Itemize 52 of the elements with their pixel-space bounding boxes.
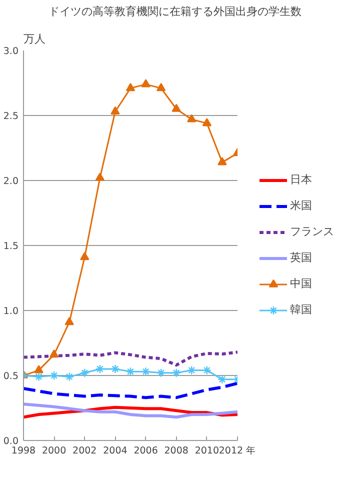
point bbox=[218, 374, 227, 384]
point bbox=[110, 364, 120, 374]
point bbox=[49, 370, 59, 380]
point bbox=[187, 365, 196, 375]
point bbox=[64, 316, 74, 325]
legend-label: 米国 bbox=[290, 198, 312, 214]
point bbox=[218, 156, 227, 165]
y-tick-label: 0.5 bbox=[3, 370, 18, 382]
x-tick-label: 2000 bbox=[42, 445, 66, 456]
point bbox=[110, 106, 120, 114]
point bbox=[187, 114, 196, 122]
point bbox=[80, 252, 90, 260]
chart-title: ドイツの高等教育機関に在籍する外国出身の学生数 bbox=[48, 4, 302, 20]
y-tick-label: 2.5 bbox=[3, 110, 18, 122]
y-axis-title: 万人 bbox=[24, 32, 46, 46]
x-tick-label: 1998 bbox=[11, 445, 36, 456]
point bbox=[141, 78, 150, 87]
point bbox=[95, 172, 105, 181]
point bbox=[202, 118, 212, 126]
point bbox=[202, 365, 212, 375]
point bbox=[172, 103, 181, 112]
legend-label: 中国 bbox=[290, 276, 312, 292]
y-tick-label: 0.0 bbox=[3, 436, 18, 447]
point bbox=[156, 368, 166, 378]
point bbox=[172, 368, 181, 378]
x-tick-label: 2006 bbox=[134, 445, 158, 456]
x-tick-label: 2004 bbox=[103, 445, 128, 456]
point bbox=[156, 82, 166, 91]
y-tick-label: 2.0 bbox=[3, 176, 18, 187]
x-tick-label: 2012 年 bbox=[218, 444, 256, 456]
point bbox=[34, 372, 44, 382]
y-tick-label: 3.0 bbox=[3, 46, 18, 57]
line-series bbox=[24, 402, 238, 418]
legend-label: フランス bbox=[290, 224, 334, 240]
point bbox=[80, 368, 90, 378]
y-tick-label: 1.0 bbox=[3, 306, 18, 317]
x-tick-label: 2008 bbox=[164, 445, 188, 456]
point bbox=[64, 372, 74, 382]
legend-label: 英国 bbox=[290, 250, 312, 266]
legend-label: 日本 bbox=[290, 172, 312, 188]
y-tick-label: 1.5 bbox=[3, 240, 18, 252]
line-series bbox=[24, 350, 238, 366]
line-series bbox=[24, 382, 238, 399]
legend-label: 韓国 bbox=[290, 302, 312, 318]
point bbox=[34, 364, 44, 373]
x-tick-label: 2002 bbox=[72, 445, 97, 456]
point bbox=[126, 82, 136, 91]
point bbox=[95, 364, 105, 374]
point bbox=[126, 366, 136, 376]
x-tick-label: 2010 bbox=[194, 445, 220, 456]
point bbox=[141, 366, 150, 376]
point bbox=[49, 349, 59, 358]
